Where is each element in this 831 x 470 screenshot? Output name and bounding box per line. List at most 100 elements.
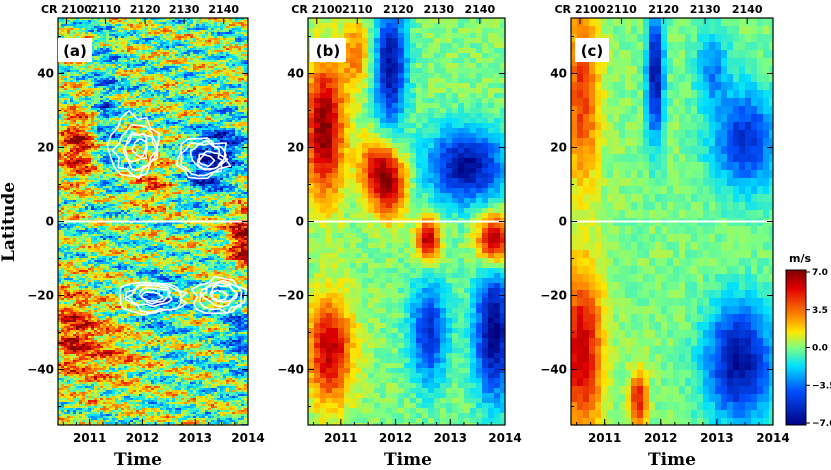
heatmap-cell (190, 24, 194, 27)
heatmap-cell (136, 92, 140, 95)
heatmap-cell (211, 46, 215, 49)
heatmap-cell (238, 40, 242, 43)
heatmap-cell (106, 78, 110, 81)
heatmap-cell (91, 110, 95, 113)
heatmap-cell (85, 62, 89, 65)
heatmap-cell (214, 124, 218, 127)
heatmap-cell (139, 32, 143, 35)
heatmap-cell (103, 114, 107, 117)
heatmap-cell (229, 88, 233, 91)
heatmap-cell (106, 110, 110, 113)
heatmap-cell (88, 120, 92, 123)
heatmap-cell (73, 28, 77, 31)
heatmap-cell (235, 100, 239, 103)
heatmap-cell (121, 66, 125, 69)
heatmap-cell (97, 46, 101, 49)
heatmap-cell (244, 88, 248, 91)
heatmap-cell (235, 38, 239, 41)
heatmap-cell (154, 108, 158, 111)
heatmap-cell (106, 138, 110, 141)
heatmap-cell (166, 104, 170, 107)
heatmap-cell (130, 38, 134, 41)
heatmap-cell (160, 52, 164, 55)
heatmap-cell (223, 118, 227, 121)
heatmap-cell (184, 48, 188, 51)
heatmap-cell (82, 86, 86, 89)
heatmap-cell (142, 108, 146, 111)
heatmap-cell (208, 26, 212, 29)
heatmap-cell (91, 122, 95, 125)
heatmap-cell (238, 104, 242, 107)
heatmap-cell (196, 68, 200, 71)
heatmap-cell (91, 44, 95, 47)
heatmap-cell (103, 150, 107, 153)
heatmap-cell (112, 24, 116, 27)
heatmap-cell (193, 18, 197, 21)
heatmap-cell (136, 60, 140, 63)
heatmap-cell (229, 76, 233, 79)
heatmap-cell (178, 72, 182, 75)
heatmap-cell (244, 102, 248, 105)
heatmap-cell (178, 56, 182, 59)
heatmap-cell (232, 146, 236, 149)
heatmap-cell (193, 96, 197, 99)
heatmap-cell (121, 140, 125, 143)
heatmap-cell (88, 72, 92, 75)
heatmap-cell (91, 90, 95, 93)
heatmap-cell (172, 122, 176, 125)
heatmap-cell (79, 148, 83, 151)
heatmap-cell (214, 82, 218, 85)
heatmap-cell (94, 30, 98, 33)
heatmap-cell (133, 60, 137, 63)
heatmap-cell (187, 24, 191, 27)
heatmap-cell (58, 138, 62, 141)
heatmap-cell (109, 98, 113, 101)
heatmap-cell (244, 62, 248, 65)
heatmap-cell (148, 36, 152, 39)
heatmap-cell (124, 84, 128, 87)
heatmap-cell (229, 138, 233, 141)
heatmap-cell (136, 126, 140, 129)
heatmap-cell (103, 130, 107, 133)
heatmap-cell (118, 108, 122, 111)
heatmap-cell (85, 120, 89, 123)
heatmap-cell (97, 18, 101, 21)
heatmap-cell (109, 76, 113, 79)
heatmap-cell (121, 82, 125, 85)
heatmap-cell (73, 18, 77, 21)
heatmap-cell (178, 140, 182, 143)
heatmap-cell (103, 144, 107, 147)
heatmap-cell (88, 134, 92, 137)
heatmap-cell (214, 30, 218, 33)
heatmap-cell (82, 80, 86, 83)
heatmap-cell (208, 24, 212, 27)
heatmap-cell (145, 86, 149, 89)
heatmap-cell (235, 146, 239, 149)
heatmap-cell (211, 64, 215, 67)
heatmap-cell (172, 54, 176, 57)
heatmap-cell (154, 42, 158, 45)
heatmap-cell (220, 62, 224, 65)
heatmap-cell (148, 26, 152, 29)
heatmap-cell (130, 144, 134, 147)
heatmap-cell (169, 82, 173, 85)
heatmap-cell (169, 90, 173, 93)
heatmap-cell (94, 48, 98, 51)
heatmap-cell (190, 136, 194, 139)
heatmap-cell (178, 94, 182, 97)
heatmap-cell (61, 104, 65, 107)
heatmap-cell (181, 130, 185, 133)
heatmap-cell (190, 76, 194, 79)
heatmap-cell (82, 108, 86, 111)
heatmap-cell (160, 114, 164, 117)
heatmap-cell (244, 60, 248, 63)
heatmap-cell (130, 84, 134, 87)
heatmap-cell (196, 108, 200, 111)
heatmap-cell (85, 28, 89, 31)
heatmap-cell (94, 130, 98, 133)
heatmap-cell (208, 128, 212, 131)
heatmap-cell (241, 54, 245, 57)
heatmap-cell (187, 48, 191, 51)
heatmap-cell (85, 24, 89, 27)
heatmap-cell (244, 98, 248, 101)
